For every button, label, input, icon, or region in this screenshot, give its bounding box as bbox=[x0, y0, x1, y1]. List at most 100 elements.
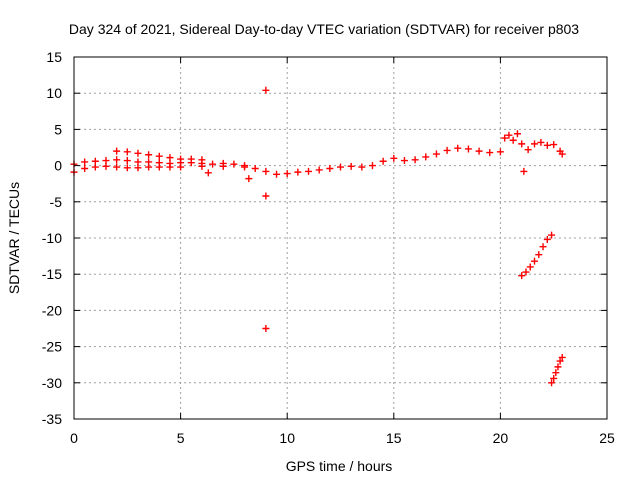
data-point bbox=[526, 263, 534, 271]
x-tick-label: 25 bbox=[599, 430, 615, 446]
series-upper-branch bbox=[113, 147, 206, 164]
x-tick-label: 15 bbox=[386, 430, 402, 446]
data-point bbox=[550, 141, 558, 149]
data-point bbox=[347, 162, 355, 170]
y-tick-label: 0 bbox=[54, 158, 62, 174]
data-point bbox=[550, 374, 558, 382]
data-point bbox=[522, 268, 530, 276]
series-main-band bbox=[70, 144, 504, 178]
data-point bbox=[518, 272, 526, 280]
data-point bbox=[187, 155, 195, 163]
data-point bbox=[486, 149, 494, 157]
data-point bbox=[262, 192, 270, 200]
series-late-cluster bbox=[501, 130, 566, 158]
data-point bbox=[177, 155, 185, 163]
data-point bbox=[358, 163, 366, 171]
data-point bbox=[337, 163, 344, 171]
data-point bbox=[113, 156, 121, 164]
y-tick-label: -25 bbox=[42, 339, 62, 355]
data-point bbox=[198, 162, 206, 170]
data-point bbox=[513, 130, 521, 138]
chart-title: Day 324 of 2021, Sidereal Day-to-day VTE… bbox=[69, 21, 579, 37]
data-point bbox=[543, 141, 551, 149]
data-point bbox=[209, 160, 217, 168]
data-point bbox=[558, 353, 566, 361]
data-point bbox=[496, 148, 504, 156]
series-lower-branch bbox=[70, 162, 249, 176]
data-point bbox=[505, 131, 513, 139]
y-tick-label: -15 bbox=[42, 266, 62, 282]
data-point bbox=[554, 363, 562, 371]
data-point bbox=[251, 164, 259, 172]
data-point bbox=[443, 146, 451, 154]
data-point bbox=[548, 379, 556, 387]
data-point bbox=[81, 158, 89, 166]
data-point bbox=[537, 138, 545, 146]
data-point bbox=[501, 134, 509, 142]
y-tick-label: -35 bbox=[42, 411, 62, 427]
data-point bbox=[305, 167, 313, 175]
data-point bbox=[390, 154, 398, 162]
data-point bbox=[123, 157, 131, 165]
x-tick-label: 0 bbox=[70, 430, 78, 446]
data-point bbox=[543, 235, 551, 243]
data-point bbox=[432, 150, 440, 158]
data-point bbox=[273, 170, 281, 178]
data-point bbox=[219, 162, 227, 170]
plot-frame bbox=[73, 56, 608, 420]
data-point bbox=[539, 243, 547, 251]
data-point bbox=[326, 164, 334, 172]
data-point bbox=[524, 146, 532, 154]
y-tick-label: 15 bbox=[46, 49, 62, 65]
data-point bbox=[535, 251, 543, 259]
data-point bbox=[262, 86, 270, 94]
data-point bbox=[315, 166, 323, 174]
data-point bbox=[558, 150, 566, 158]
data-point bbox=[113, 147, 121, 155]
x-tick-label: 5 bbox=[177, 430, 185, 446]
data-point bbox=[155, 163, 163, 171]
data-point bbox=[123, 164, 131, 172]
data-point bbox=[91, 163, 99, 171]
data-point bbox=[556, 357, 564, 365]
data-point bbox=[520, 167, 528, 175]
data-point bbox=[145, 151, 153, 159]
data-point bbox=[204, 169, 212, 177]
y-tick-label: -30 bbox=[42, 375, 62, 391]
data-point bbox=[123, 148, 131, 156]
data-point bbox=[411, 156, 419, 164]
series-descent-segment-1 bbox=[518, 231, 556, 280]
data-point bbox=[262, 325, 270, 332]
data-point bbox=[518, 140, 526, 148]
x-tick-label: 20 bbox=[493, 430, 509, 446]
series-isolated-points bbox=[204, 86, 528, 332]
data-point bbox=[400, 157, 408, 165]
data-point bbox=[245, 175, 253, 183]
data-point bbox=[294, 168, 302, 176]
data-point bbox=[262, 167, 270, 175]
x-axis-label: GPS time / hours bbox=[286, 458, 393, 474]
data-point bbox=[155, 152, 163, 160]
data-point bbox=[145, 163, 153, 171]
grid bbox=[74, 57, 607, 419]
y-tick-label: 5 bbox=[54, 121, 62, 137]
data-point bbox=[454, 144, 462, 152]
data-point bbox=[531, 257, 539, 265]
y-tick-label: -20 bbox=[42, 302, 62, 318]
data-point bbox=[177, 163, 185, 171]
data-point bbox=[552, 369, 560, 377]
series-descent-segment-2 bbox=[548, 353, 566, 387]
data-point bbox=[422, 153, 430, 161]
data-point bbox=[102, 162, 110, 170]
data-point bbox=[379, 157, 387, 165]
y-axis-label: SDTVAR / TECUs bbox=[6, 182, 22, 294]
data-point bbox=[509, 136, 517, 144]
x-tick-label: 10 bbox=[279, 430, 295, 446]
data-point bbox=[166, 163, 174, 171]
data-point bbox=[475, 147, 483, 155]
y-tick-label: 10 bbox=[46, 85, 62, 101]
data-points bbox=[70, 86, 566, 387]
tick-labels: 0 5 10 15 20 25 -35 -30 -25 -20 -15 -10 -5 0 5 10 15 bbox=[42, 49, 615, 446]
data-point bbox=[241, 163, 249, 171]
